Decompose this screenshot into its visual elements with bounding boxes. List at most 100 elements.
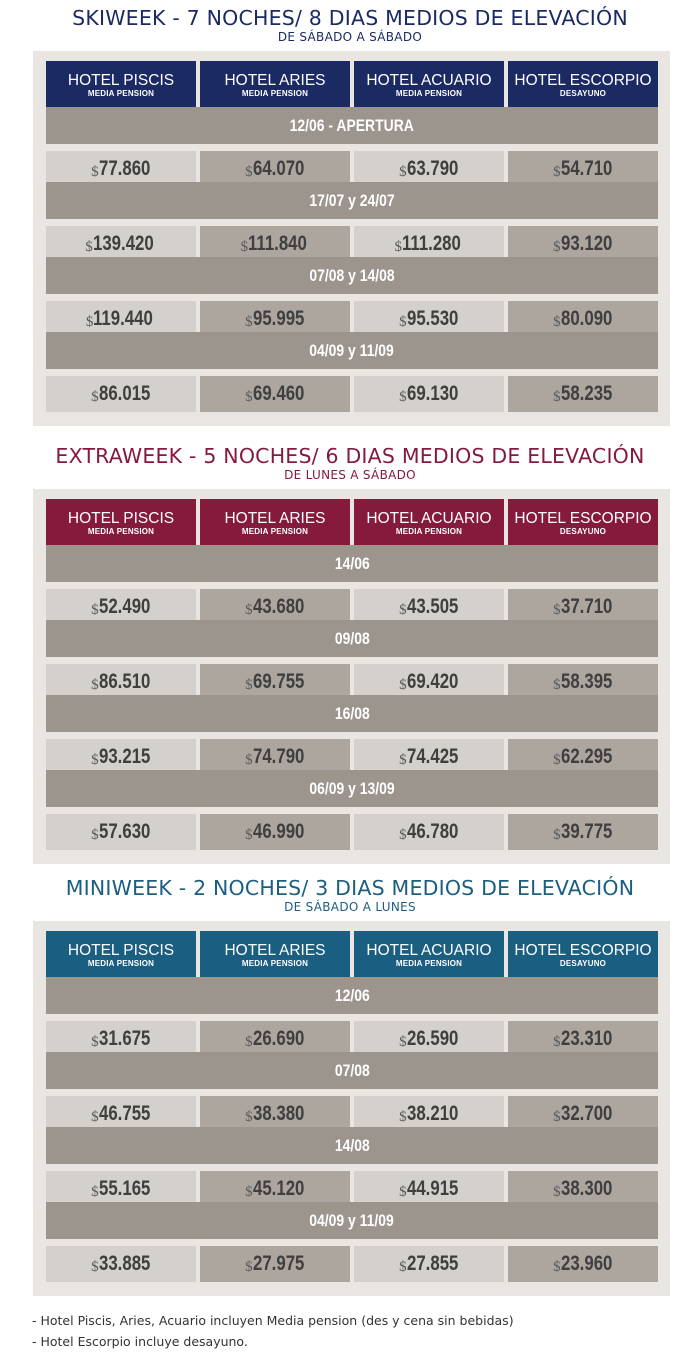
currency-symbol: $ bbox=[91, 389, 99, 405]
currency-symbol: $ bbox=[553, 602, 561, 618]
currency-symbol: $ bbox=[245, 1034, 253, 1050]
currency-symbol: $ bbox=[394, 239, 402, 255]
price-cell: $139.420 bbox=[46, 226, 196, 262]
price-amount: 23.960 bbox=[560, 1252, 613, 1275]
price-cell: $57.630 bbox=[46, 814, 196, 850]
currency-symbol: $ bbox=[553, 752, 561, 768]
price-cell: $33.885 bbox=[46, 1246, 196, 1282]
hotel-name: HOTEL ESCORPIO bbox=[514, 510, 652, 527]
price-amount: 38.380 bbox=[252, 1102, 305, 1125]
currency-symbol: $ bbox=[399, 677, 407, 693]
hotel-name: HOTEL ACUARIO bbox=[366, 510, 492, 527]
price-cell: $64.070 bbox=[200, 151, 350, 187]
date-row: 06/09 y 13/09 bbox=[46, 770, 658, 807]
hotel-header: HOTEL ARIES MEDIA PENSION bbox=[200, 499, 350, 549]
price-cell: $38.210 bbox=[354, 1096, 504, 1132]
date-row: 04/09 y 11/09 bbox=[46, 332, 658, 369]
hotel-header: HOTEL ARIES MEDIA PENSION bbox=[200, 61, 350, 111]
date-label: 14/08 bbox=[334, 1136, 370, 1155]
price-cell: $58.235 bbox=[508, 376, 658, 412]
price-cell: $58.395 bbox=[508, 664, 658, 700]
currency-symbol: $ bbox=[245, 1259, 253, 1275]
date-row: 04/09 y 11/09 bbox=[46, 1202, 658, 1239]
hotel-header: HOTEL PISCIS MEDIA PENSION bbox=[46, 499, 196, 549]
date-row: 12/06 bbox=[46, 977, 658, 1014]
price-amount: 62.295 bbox=[560, 745, 613, 768]
price-cell: $43.680 bbox=[200, 589, 350, 625]
price-cell: $86.015 bbox=[46, 376, 196, 412]
hotel-header: HOTEL ESCORPIO DESAYUNO bbox=[508, 61, 658, 111]
currency-symbol: $ bbox=[91, 602, 99, 618]
price-cell: $37.710 bbox=[508, 589, 658, 625]
price-table: HOTEL PISCIS MEDIA PENSION HOTEL ARIES MEDI… bbox=[33, 489, 670, 864]
hotel-name: HOTEL ESCORPIO bbox=[514, 72, 652, 89]
price-cell: $23.310 bbox=[508, 1021, 658, 1057]
price-cell: $46.780 bbox=[354, 814, 504, 850]
date-label: 07/08 bbox=[334, 1061, 370, 1080]
price-amount: 38.300 bbox=[560, 1177, 613, 1200]
hotel-header: HOTEL ESCORPIO DESAYUNO bbox=[508, 931, 658, 981]
price-amount: 27.855 bbox=[406, 1252, 459, 1275]
hotel-header: HOTEL ACUARIO MEDIA PENSION bbox=[354, 931, 504, 981]
price-amount: 77.860 bbox=[98, 157, 151, 180]
price-cell: $86.510 bbox=[46, 664, 196, 700]
hotel-name: HOTEL PISCIS bbox=[67, 72, 175, 89]
price-cell: $63.790 bbox=[354, 151, 504, 187]
hotel-header: HOTEL PISCIS MEDIA PENSION bbox=[46, 931, 196, 981]
price-cell: $74.425 bbox=[354, 739, 504, 775]
currency-symbol: $ bbox=[553, 677, 561, 693]
section-skiweek: SKIWEEK - 7 NOCHES/ 8 DIAS MEDIOS DE ELE… bbox=[0, 0, 700, 426]
price-amount: 119.440 bbox=[93, 307, 154, 330]
price-cell: $111.840 bbox=[200, 226, 350, 262]
section-title: EXTRAWEEK - 5 NOCHES/ 6 DIAS MEDIOS DE E… bbox=[55, 444, 645, 468]
currency-symbol: $ bbox=[553, 1259, 561, 1275]
currency-symbol: $ bbox=[245, 677, 253, 693]
price-amount: 46.780 bbox=[406, 820, 459, 843]
price-amount: 95.995 bbox=[252, 307, 305, 330]
footer-notes: - Hotel Piscis, Aries, Acuario incluyen … bbox=[32, 1310, 514, 1352]
price-amount: 69.755 bbox=[252, 670, 305, 693]
price-cell: $26.690 bbox=[200, 1021, 350, 1057]
price-amount: 64.070 bbox=[252, 157, 305, 180]
price-amount: 80.090 bbox=[560, 307, 613, 330]
price-table: HOTEL PISCIS MEDIA PENSION HOTEL ARIES MEDI… bbox=[33, 51, 670, 426]
currency-symbol: $ bbox=[399, 827, 407, 843]
currency-symbol: $ bbox=[399, 602, 407, 618]
hotel-plan: MEDIA PENSION bbox=[395, 959, 463, 968]
date-row: 07/08 bbox=[46, 1052, 658, 1089]
hotel-header: HOTEL ACUARIO MEDIA PENSION bbox=[354, 499, 504, 549]
currency-symbol: $ bbox=[240, 239, 248, 255]
section-subtitle: DE LUNES A SÁBADO bbox=[284, 468, 416, 482]
price-amount: 26.590 bbox=[406, 1027, 459, 1050]
price-cell: $27.855 bbox=[354, 1246, 504, 1282]
price-amount: 86.015 bbox=[98, 382, 151, 405]
price-cell: $55.165 bbox=[46, 1171, 196, 1207]
price-amount: 27.975 bbox=[252, 1252, 305, 1275]
date-row: 07/08 y 14/08 bbox=[46, 257, 658, 294]
date-label: 16/08 bbox=[334, 704, 370, 723]
price-cell: $39.775 bbox=[508, 814, 658, 850]
price-cell: $43.505 bbox=[354, 589, 504, 625]
currency-symbol: $ bbox=[553, 389, 561, 405]
price-amount: 69.460 bbox=[252, 382, 305, 405]
currency-symbol: $ bbox=[91, 1259, 99, 1275]
currency-symbol: $ bbox=[553, 164, 561, 180]
hotel-name: HOTEL ARIES bbox=[224, 72, 326, 89]
date-label: 04/09 y 11/09 bbox=[309, 1211, 395, 1230]
section-subtitle: DE SÁBADO A SÁBADO bbox=[277, 30, 423, 44]
price-cell: $27.975 bbox=[200, 1246, 350, 1282]
hotel-header-row: HOTEL PISCIS MEDIA PENSION HOTEL ARIES MEDI… bbox=[46, 499, 658, 549]
price-amount: 58.235 bbox=[560, 382, 613, 405]
hotel-plan: DESAYUNO bbox=[559, 89, 607, 98]
currency-symbol: $ bbox=[553, 1109, 561, 1125]
price-cell: $93.215 bbox=[46, 739, 196, 775]
currency-symbol: $ bbox=[245, 752, 253, 768]
price-cell: $62.295 bbox=[508, 739, 658, 775]
hotel-name: HOTEL PISCIS bbox=[67, 942, 175, 959]
price-amount: 111.840 bbox=[247, 232, 307, 255]
currency-symbol: $ bbox=[399, 1034, 407, 1050]
hotel-header-row: HOTEL PISCIS MEDIA PENSION HOTEL ARIES MEDI… bbox=[46, 61, 658, 111]
date-row: 09/08 bbox=[46, 620, 658, 657]
price-cell: $95.530 bbox=[354, 301, 504, 337]
section-title: SKIWEEK - 7 NOCHES/ 8 DIAS MEDIOS DE ELE… bbox=[72, 6, 628, 30]
